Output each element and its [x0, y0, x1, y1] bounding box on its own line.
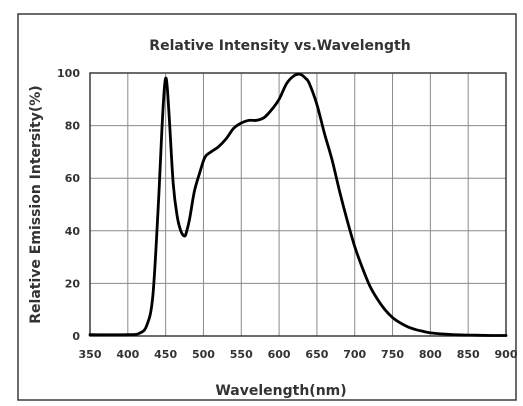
x-axis-label: Wavelength(nm) [215, 383, 346, 399]
x-tick-label: 450 [154, 348, 177, 361]
x-tick-label: 500 [192, 348, 215, 361]
x-tick-label: 350 [79, 348, 102, 361]
x-tick-label: 550 [230, 348, 253, 361]
y-tick-label: 20 [65, 277, 81, 290]
x-tick-label: 850 [457, 348, 480, 361]
outer-frame [17, 13, 517, 401]
x-tick-label: 900 [495, 348, 518, 361]
y-axis-label: Relative Emission Intersity(%) [28, 85, 44, 323]
series-line [88, 72, 508, 337]
y-tick-labels: 0 20 40 60 80 100 [57, 67, 80, 343]
x-tick-label: 750 [381, 348, 404, 361]
x-tick-label: 650 [305, 348, 328, 361]
x-tick-label: 800 [419, 348, 442, 361]
x-tick-label: 600 [268, 348, 291, 361]
x-tick-label: 700 [343, 348, 366, 361]
x-tick-labels: 350 400 450 500 550 600 650 700 750 800 850 900 [79, 348, 518, 361]
y-tick-label: 0 [72, 330, 80, 343]
y-tick-label: 40 [65, 225, 81, 238]
y-tick-label: 80 [65, 120, 81, 133]
x-tick-label: 400 [116, 348, 139, 361]
chart-title: Relative Intensity vs.Wavelength [149, 38, 410, 54]
y-tick-label: 100 [57, 67, 80, 80]
y-tick-label: 60 [65, 172, 81, 185]
